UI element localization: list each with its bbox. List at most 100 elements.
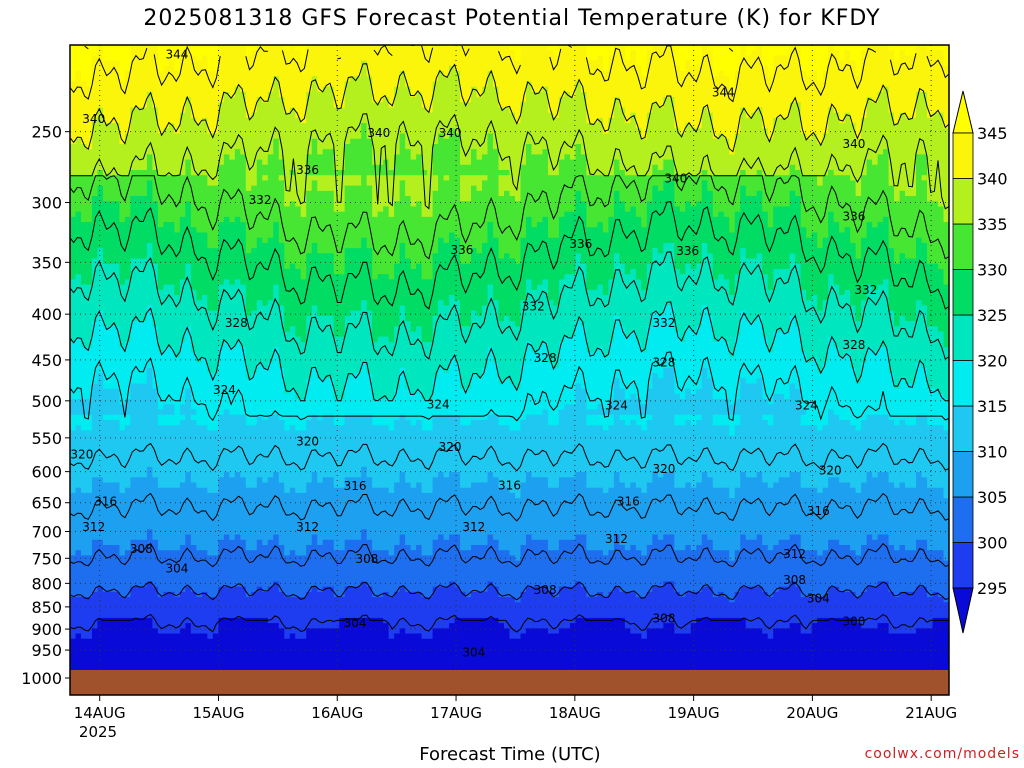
contour-fill-band: [438, 586, 445, 629]
contour-fill-band: [251, 487, 258, 551]
contour-fill-band: [80, 492, 88, 557]
contour-fill-band: [498, 383, 505, 426]
contour-fill-band: [817, 185, 824, 249]
contour-fill-band: [427, 50, 434, 114]
contour-fill-band: [679, 425, 686, 489]
x-axis-title: Forecast Time (UTC): [419, 744, 601, 765]
contour-fill-band: [328, 86, 335, 150]
contour-fill-band: [75, 211, 82, 275]
contour-fill-band: [905, 487, 912, 551]
filled-contours: [70, 45, 949, 670]
contour-fill-band: [514, 201, 522, 265]
contour-fill-band: [641, 404, 648, 416]
contour-fill-band: [905, 45, 912, 57]
contour-fill-band: [399, 45, 406, 72]
contour-label: 332: [652, 316, 675, 330]
contour-fill-band: [784, 175, 791, 208]
contour-label: 340: [439, 126, 462, 140]
contour-fill-band: [267, 237, 274, 301]
contour-fill-band: [657, 539, 664, 588]
contour-fill-band: [630, 420, 637, 484]
contour-fill-band: [311, 414, 318, 473]
contour-fill-band: [311, 472, 318, 536]
contour-fill-band: [800, 175, 807, 228]
contour-fill-band: [289, 107, 296, 171]
contour-fill-band: [822, 617, 829, 670]
y-tick-label: 250: [31, 123, 62, 142]
contour-fill-band: [927, 45, 934, 51]
contour-fill-band: [432, 586, 439, 629]
contour-fill-band: [465, 102, 472, 166]
contour-fill-band: [696, 591, 703, 619]
contour-fill-band: [553, 305, 560, 369]
contour-fill-band: [685, 633, 692, 670]
contour-fill-band: [157, 352, 164, 411]
contour-fill-band: [223, 45, 230, 93]
contour-fill-band: [179, 545, 186, 593]
contour-fill-band: [427, 112, 434, 218]
contour-fill-band: [839, 175, 846, 234]
contour-fill-band: [410, 393, 417, 426]
contour-fill-band: [405, 420, 412, 484]
contour-fill-band: [712, 138, 719, 176]
contour-fill-band: [828, 617, 835, 670]
contour-fill-band: [152, 107, 159, 171]
contour-label: 328: [652, 355, 675, 369]
contour-fill-band: [619, 420, 626, 484]
contour-fill-band: [344, 315, 351, 379]
credit-link[interactable]: coolwx.com/models: [864, 746, 1020, 762]
contour-fill-band: [652, 628, 659, 670]
contour-fill-band: [927, 425, 934, 489]
contour-fill-band: [196, 633, 203, 670]
contour-fill-band: [278, 180, 285, 244]
contour-fill-band: [234, 149, 241, 218]
contour-fill-band: [97, 107, 104, 171]
contour-fill-band: [91, 117, 99, 176]
contour-fill-band: [135, 107, 143, 171]
contour-fill-band: [295, 492, 302, 557]
contour-fill-band: [201, 232, 208, 296]
contour-fill-band: [251, 50, 258, 114]
contour-fill-band: [487, 133, 494, 223]
contour-fill-band: [635, 550, 642, 598]
contour-fill-band: [493, 300, 500, 364]
contour-fill-band: [795, 196, 802, 265]
contour-fill-band: [80, 284, 88, 348]
contour-fill-band: [597, 591, 604, 619]
contour-fill-band: [795, 388, 802, 473]
contour-fill-band: [542, 279, 549, 343]
contour-fill-band: [130, 477, 137, 541]
contour-fill-band: [218, 102, 225, 166]
contour-fill-band: [734, 617, 741, 670]
contour-fill-band: [932, 388, 939, 426]
contour-fill-band: [317, 378, 324, 421]
contour-fill-band: [355, 185, 362, 249]
contour-fill-band: [602, 597, 609, 619]
contour-fill-band: [635, 128, 642, 176]
contour-fill-band: [586, 289, 593, 353]
contour-fill-band: [355, 45, 362, 77]
contour-fill-band: [471, 86, 478, 150]
contour-fill-band: [514, 60, 522, 124]
contour-fill-band: [696, 545, 703, 593]
contour-line-296: [70, 613, 949, 633]
contour-fill-band: [910, 633, 917, 670]
contour-fill-band: [652, 185, 659, 249]
contour-fill-band: [718, 336, 725, 400]
contour-fill-band: [339, 175, 346, 213]
contour-fill-band: [564, 404, 571, 478]
contour-fill-band: [806, 175, 813, 239]
contour-fill-band: [212, 71, 219, 135]
contour-fill-band: [646, 175, 653, 202]
contour-fill-band: [322, 315, 329, 379]
contour-fill-band: [377, 425, 384, 489]
contour-fill-band: [284, 331, 291, 395]
contour-fill-band: [75, 175, 82, 213]
contour-fill-band: [773, 45, 780, 57]
contour-fill-band: [377, 399, 384, 426]
contour-fill-band: [767, 289, 774, 353]
contour-fill-band: [476, 175, 483, 192]
contour-fill-band: [641, 492, 648, 557]
contour-fill-band: [927, 487, 934, 551]
contour-fill-band: [938, 617, 945, 670]
